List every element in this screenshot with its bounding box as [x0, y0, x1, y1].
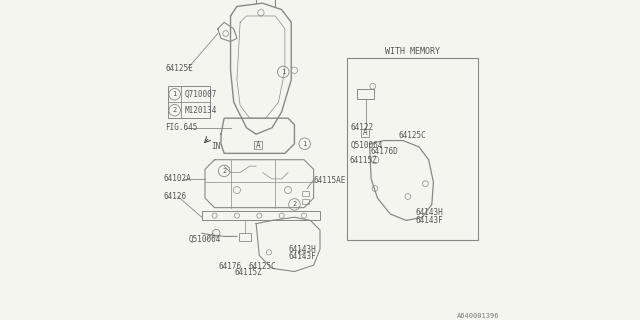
Text: 64143H: 64143H	[416, 208, 444, 217]
Text: Q710007: Q710007	[184, 90, 216, 99]
Text: 64125C: 64125C	[248, 262, 276, 271]
Text: 64176: 64176	[219, 262, 242, 271]
Text: 1: 1	[303, 141, 307, 147]
Text: 64102A: 64102A	[163, 174, 191, 183]
Text: FIG.645: FIG.645	[165, 123, 197, 132]
Bar	[239, 233, 252, 241]
Text: Q510064: Q510064	[350, 141, 383, 150]
Text: 64115Z: 64115Z	[349, 156, 378, 165]
Text: 2: 2	[222, 168, 227, 174]
Text: 64115Z: 64115Z	[234, 268, 262, 277]
Text: Q510064: Q510064	[189, 235, 221, 244]
Text: 64125C: 64125C	[398, 131, 426, 140]
Text: 1: 1	[173, 91, 177, 97]
Bar	[303, 191, 309, 196]
Bar	[303, 199, 309, 204]
Text: A: A	[362, 128, 367, 137]
Bar	[253, 141, 262, 149]
Bar	[361, 129, 369, 137]
Text: M120134: M120134	[184, 106, 216, 115]
Bar	[168, 86, 210, 118]
Text: 64122: 64122	[350, 123, 374, 132]
Text: 1: 1	[281, 69, 285, 75]
Text: A: A	[255, 141, 260, 150]
Text: 64115AE: 64115AE	[314, 176, 346, 185]
Text: 64143F: 64143F	[416, 216, 444, 225]
Text: 64176D: 64176D	[371, 147, 398, 156]
Text: 64125E: 64125E	[165, 64, 193, 73]
Text: 2: 2	[292, 202, 296, 207]
Text: WITH MEMORY: WITH MEMORY	[385, 47, 440, 56]
Bar	[356, 89, 374, 99]
Text: 64143H: 64143H	[288, 245, 316, 254]
Text: A640001396: A640001396	[458, 313, 500, 319]
Text: 64143F: 64143F	[288, 252, 316, 261]
Text: 2: 2	[173, 107, 177, 113]
Text: 64126: 64126	[163, 192, 187, 201]
Bar	[347, 58, 478, 240]
Text: IN: IN	[211, 142, 221, 151]
